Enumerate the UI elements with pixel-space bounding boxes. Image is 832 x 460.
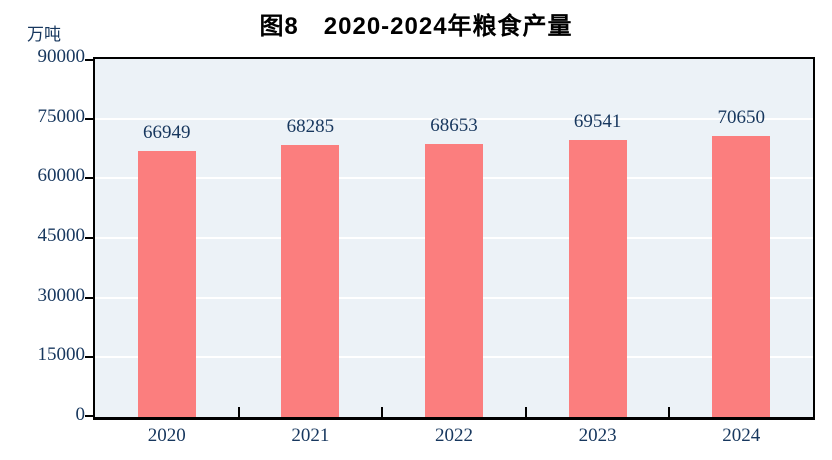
y-axis-unit-label: 万吨 bbox=[27, 25, 61, 44]
bar-value-label: 70650 bbox=[717, 106, 765, 128]
y-axis-tick-mark bbox=[85, 177, 94, 180]
plot-area: 66949 68285 68653 69541 70650 bbox=[85, 57, 815, 420]
y-tick-label: 45000 bbox=[37, 225, 86, 246]
bar-2020 bbox=[137, 150, 196, 417]
x-tick-label: 2021 bbox=[291, 425, 330, 446]
chart-title: 图8 2020-2024年粮食产量 bbox=[259, 13, 573, 40]
x-tick-label: 2023 bbox=[578, 425, 617, 446]
bar-2023 bbox=[568, 140, 627, 417]
x-tick-label: 2024 bbox=[722, 425, 761, 446]
y-axis-tick-labels: 0 15000 30000 45000 60000 75000 90000 bbox=[0, 46, 86, 425]
y-axis-tick-mark bbox=[85, 415, 94, 417]
y-tick-label: 75000 bbox=[37, 105, 86, 127]
bar-2024 bbox=[712, 135, 771, 417]
y-tick-label: 15000 bbox=[37, 344, 86, 366]
y-axis-tick-mark bbox=[85, 59, 94, 61]
x-tick-label: 2022 bbox=[435, 425, 473, 446]
bar-2022 bbox=[425, 143, 483, 417]
y-axis-tick-mark bbox=[85, 356, 94, 359]
x-axis-tick-mark bbox=[668, 407, 671, 417]
x-axis-labels: 2020 2021 2022 2023 2024 bbox=[95, 424, 813, 454]
y-tick-label: 0 bbox=[75, 404, 86, 425]
x-axis-tick-mark bbox=[237, 407, 240, 417]
x-axis-tick-mark bbox=[524, 407, 527, 417]
gridline bbox=[95, 117, 813, 120]
bar-value-label: 69541 bbox=[573, 111, 622, 133]
y-tick-label: 90000 bbox=[37, 46, 86, 67]
y-tick-label: 60000 bbox=[37, 165, 86, 187]
y-axis-tick-mark bbox=[85, 117, 94, 120]
x-axis-tick-mark bbox=[381, 407, 384, 417]
y-axis-tick-mark bbox=[85, 237, 94, 239]
y-tick-label: 30000 bbox=[37, 284, 86, 306]
y-axis-tick-mark bbox=[85, 296, 94, 299]
bar-value-label: 68653 bbox=[430, 114, 478, 136]
bar-2021 bbox=[281, 145, 340, 417]
bar-value-label: 68285 bbox=[286, 116, 335, 138]
x-tick-label: 2020 bbox=[147, 425, 186, 446]
bar-value-label: 66949 bbox=[143, 121, 191, 143]
